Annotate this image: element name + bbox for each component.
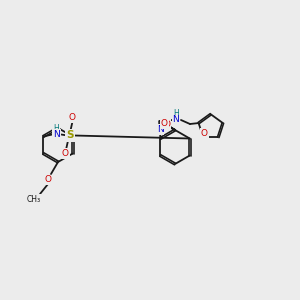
Text: O: O bbox=[69, 113, 76, 122]
Text: N: N bbox=[157, 125, 164, 134]
Text: O: O bbox=[201, 129, 208, 138]
Text: H: H bbox=[173, 110, 179, 118]
Text: O: O bbox=[62, 149, 69, 158]
Text: N: N bbox=[53, 130, 60, 139]
Text: N: N bbox=[172, 116, 179, 124]
Text: S: S bbox=[67, 130, 74, 140]
Text: O: O bbox=[163, 120, 170, 129]
Text: O: O bbox=[161, 119, 168, 128]
Text: CH₃: CH₃ bbox=[27, 194, 41, 203]
Text: H: H bbox=[53, 124, 59, 133]
Text: O: O bbox=[44, 176, 52, 184]
